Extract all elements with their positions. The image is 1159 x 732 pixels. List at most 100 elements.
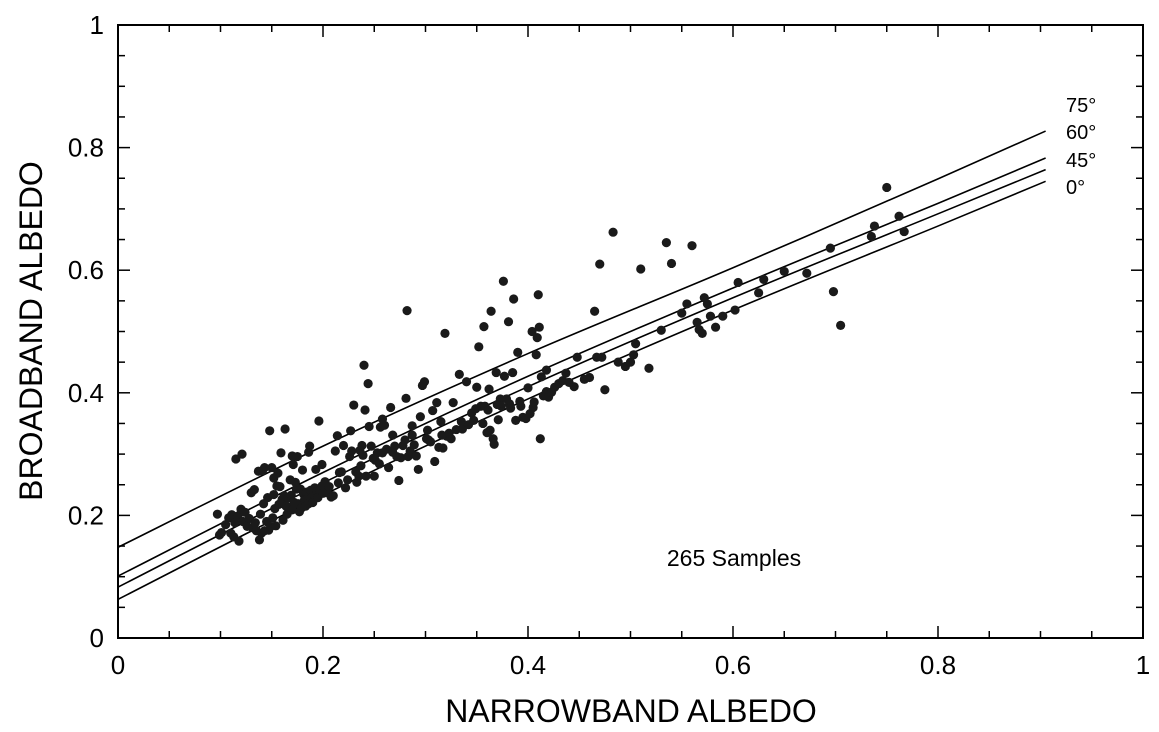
data-point [536, 372, 546, 382]
data-point [413, 464, 423, 475]
data-point [340, 483, 351, 493]
data-point [513, 347, 523, 357]
data-point [461, 377, 472, 387]
data-point [661, 238, 671, 248]
curve-label: 45° [1066, 150, 1096, 172]
data-point [286, 490, 296, 500]
curve-label: 75° [1066, 95, 1096, 117]
data-point [493, 415, 503, 425]
data-point [779, 266, 789, 277]
data-point [534, 322, 544, 332]
curve-line [117, 157, 1046, 577]
data-point [401, 393, 411, 403]
curve-line [117, 180, 1046, 601]
data-point [390, 441, 400, 451]
data-point [275, 481, 285, 492]
data-point [234, 536, 244, 546]
data-point [478, 418, 488, 429]
data-point [347, 446, 357, 456]
data-point [407, 421, 417, 431]
data-point [595, 259, 605, 269]
data-point [631, 339, 641, 349]
data-point [400, 435, 410, 445]
data-point [535, 434, 545, 444]
data-point [508, 367, 518, 378]
data-point [692, 317, 702, 327]
data-point [360, 405, 370, 415]
data-point [869, 221, 880, 231]
data-point [432, 398, 442, 408]
x-tick-label: 1 [1136, 650, 1150, 680]
data-point [828, 287, 839, 297]
data-point [288, 459, 298, 470]
data-point [394, 475, 404, 486]
data-point [471, 404, 481, 414]
data-point [677, 308, 687, 318]
data-point [498, 276, 508, 286]
data-point [268, 513, 278, 523]
data-point [363, 379, 373, 389]
data-point [430, 456, 440, 467]
data-point [533, 290, 543, 300]
data-point [409, 440, 419, 450]
y-tick-label: 0.8 [68, 133, 104, 163]
data-point [231, 454, 241, 464]
data-point [516, 401, 526, 411]
data-point [894, 211, 904, 221]
data-point [374, 459, 384, 469]
data-point [866, 231, 876, 242]
data-point [332, 431, 342, 441]
y-tick-label: 0.2 [68, 500, 104, 530]
x-tick-label: 0 [111, 650, 125, 680]
data-point [437, 430, 447, 440]
data-point [440, 328, 450, 338]
data-point [415, 412, 425, 422]
data-point [754, 288, 764, 298]
data-point [336, 467, 347, 477]
data-point [802, 268, 812, 278]
y-tick-label: 1 [90, 10, 104, 40]
data-point [419, 377, 430, 387]
data-point [485, 425, 495, 435]
data-point [354, 471, 364, 481]
data-point [561, 368, 571, 378]
data-point [255, 509, 266, 519]
data-point [259, 462, 270, 473]
data-point [759, 274, 769, 284]
data-point [356, 461, 366, 471]
data-point [317, 459, 327, 470]
data-point [705, 311, 716, 321]
data-point [328, 491, 338, 501]
data-point [644, 363, 654, 373]
y-axis-title: BROADBAND ALBEDO [13, 161, 49, 501]
data-point [469, 415, 479, 425]
data-point [505, 403, 516, 413]
x-tick-label: 0.6 [715, 650, 751, 680]
data-point [730, 305, 740, 315]
data-point [407, 430, 417, 440]
data-point [456, 417, 466, 427]
data-point [388, 430, 398, 440]
data-point [523, 383, 533, 393]
data-point [271, 521, 281, 531]
data-point [361, 471, 371, 481]
data-point [366, 441, 376, 451]
curve-label: 0° [1066, 177, 1085, 199]
data-point [436, 417, 446, 427]
data-point [396, 453, 406, 463]
data-point [290, 477, 300, 487]
data-point [411, 451, 421, 461]
data-point [899, 226, 909, 237]
data-point [446, 434, 456, 444]
data-point [287, 505, 297, 515]
data-point [237, 449, 247, 459]
data-point [474, 342, 484, 352]
data-point [569, 382, 579, 392]
data-point [682, 299, 692, 309]
data-point [600, 385, 610, 395]
data-point [357, 440, 367, 451]
data-point [267, 462, 277, 473]
sample-count-annotation: 265 Samples [667, 545, 801, 571]
data-point [503, 317, 514, 327]
